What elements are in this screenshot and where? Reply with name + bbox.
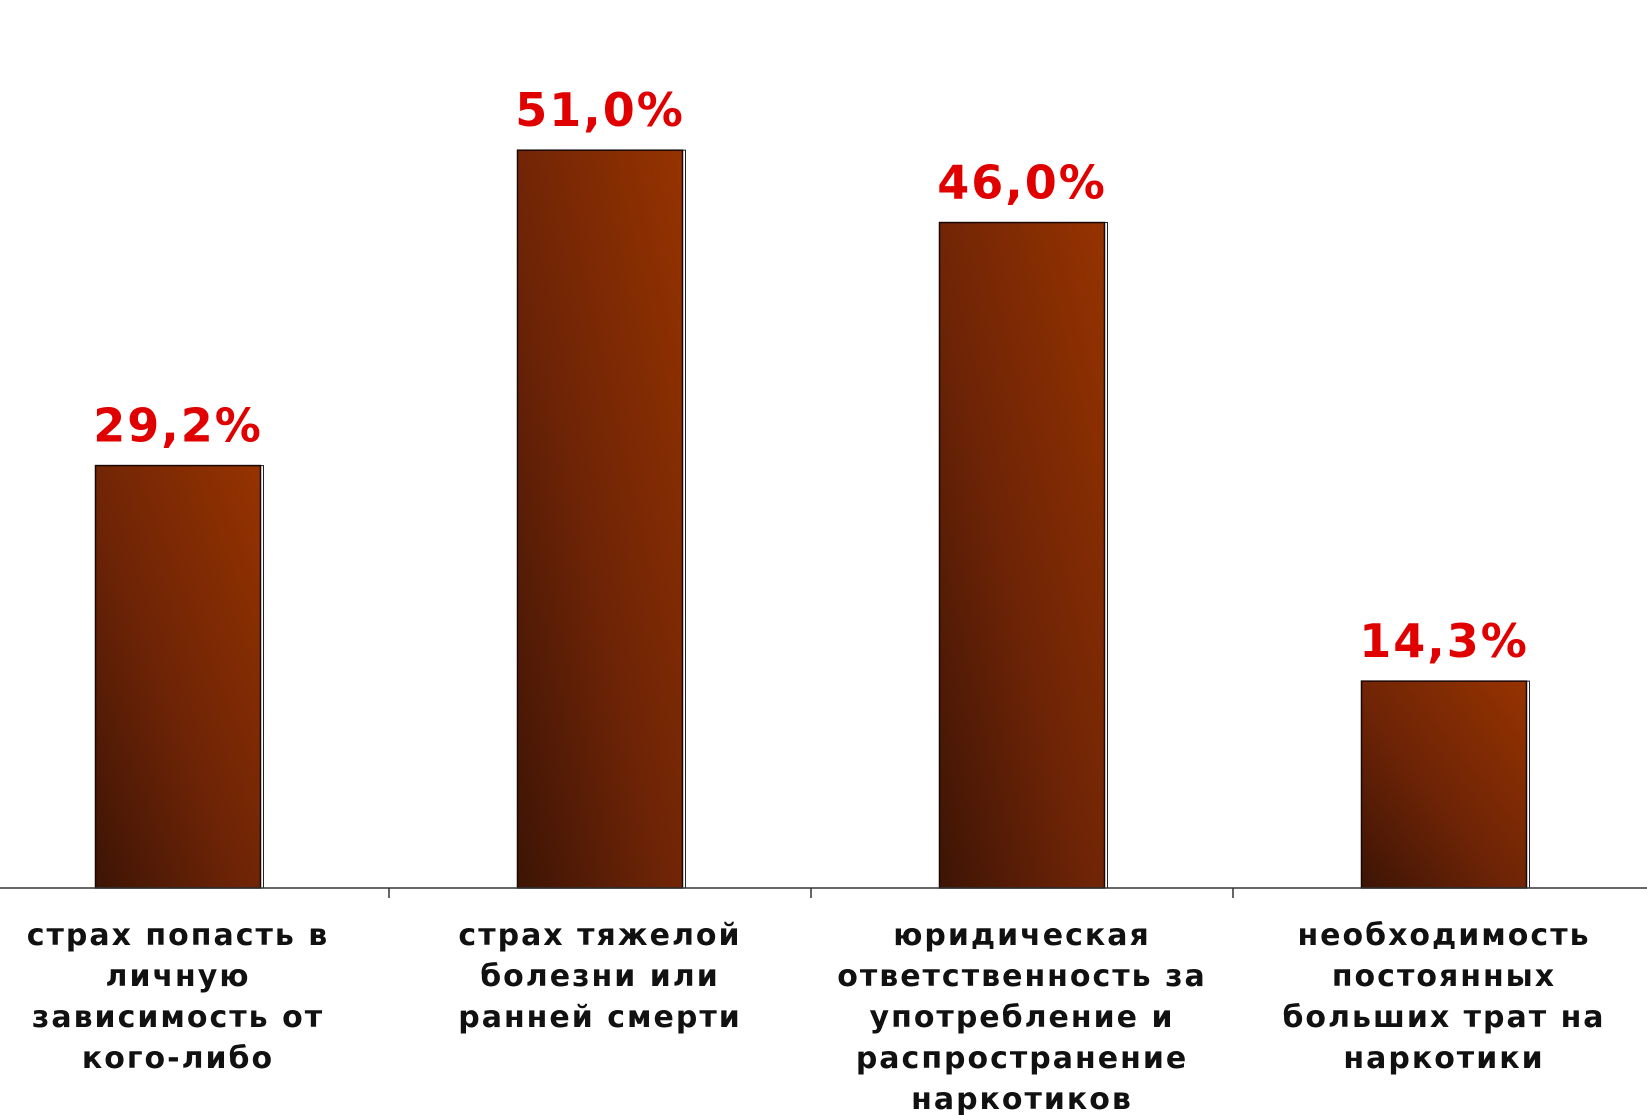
bar	[1360, 680, 1528, 889]
category-label-line: употребление и	[870, 1000, 1175, 1035]
category-label-line: страх попасть в	[27, 918, 330, 953]
category-label-line: ранней смерти	[458, 1000, 742, 1035]
bar	[516, 149, 684, 889]
category-label-line: юридическая	[893, 918, 1151, 953]
bar-value-label: 51,0%	[515, 83, 685, 137]
category-label-line: необходимость	[1297, 918, 1590, 953]
category-label-line: страх тяжелой	[458, 918, 741, 953]
bar-value-label: 46,0%	[937, 156, 1107, 210]
x-axis-ticks	[388, 888, 1234, 898]
category-label-line: ответственность за	[837, 959, 1207, 994]
category-label-line: распространение	[856, 1041, 1188, 1076]
category-label-line: постоянных	[1332, 959, 1556, 994]
category-label: страх попасть в личную зависимость от кого-…	[27, 918, 330, 1076]
bar-value-label: 29,2%	[93, 399, 263, 453]
category-label: страх тяжелой болезни или ранней смерти	[458, 918, 742, 1035]
category-label-line: наркотики	[1343, 1041, 1544, 1076]
bars-group	[94, 149, 1530, 889]
category-label: необходимость постоянных больших трат на на…	[1282, 918, 1605, 1076]
category-label-line: кого-либо	[82, 1041, 274, 1076]
category-label-line: больших трат на	[1282, 1000, 1605, 1035]
category-labels-group: страх попасть в личную зависимость от кого-…	[27, 918, 1605, 1115]
category-label-line: личную	[105, 959, 250, 994]
value-labels-group: 29,2% 51,0% 46,0% 14,3%	[93, 83, 1529, 668]
bar	[94, 464, 262, 889]
category-label-line: зависимость от	[32, 1000, 324, 1035]
category-label: юридическая ответственность за употреблени…	[837, 918, 1207, 1115]
category-label-line: наркотиков	[911, 1082, 1133, 1115]
bar	[938, 221, 1106, 889]
category-label-line: болезни или	[480, 959, 720, 994]
bar-value-label: 14,3%	[1359, 614, 1529, 668]
